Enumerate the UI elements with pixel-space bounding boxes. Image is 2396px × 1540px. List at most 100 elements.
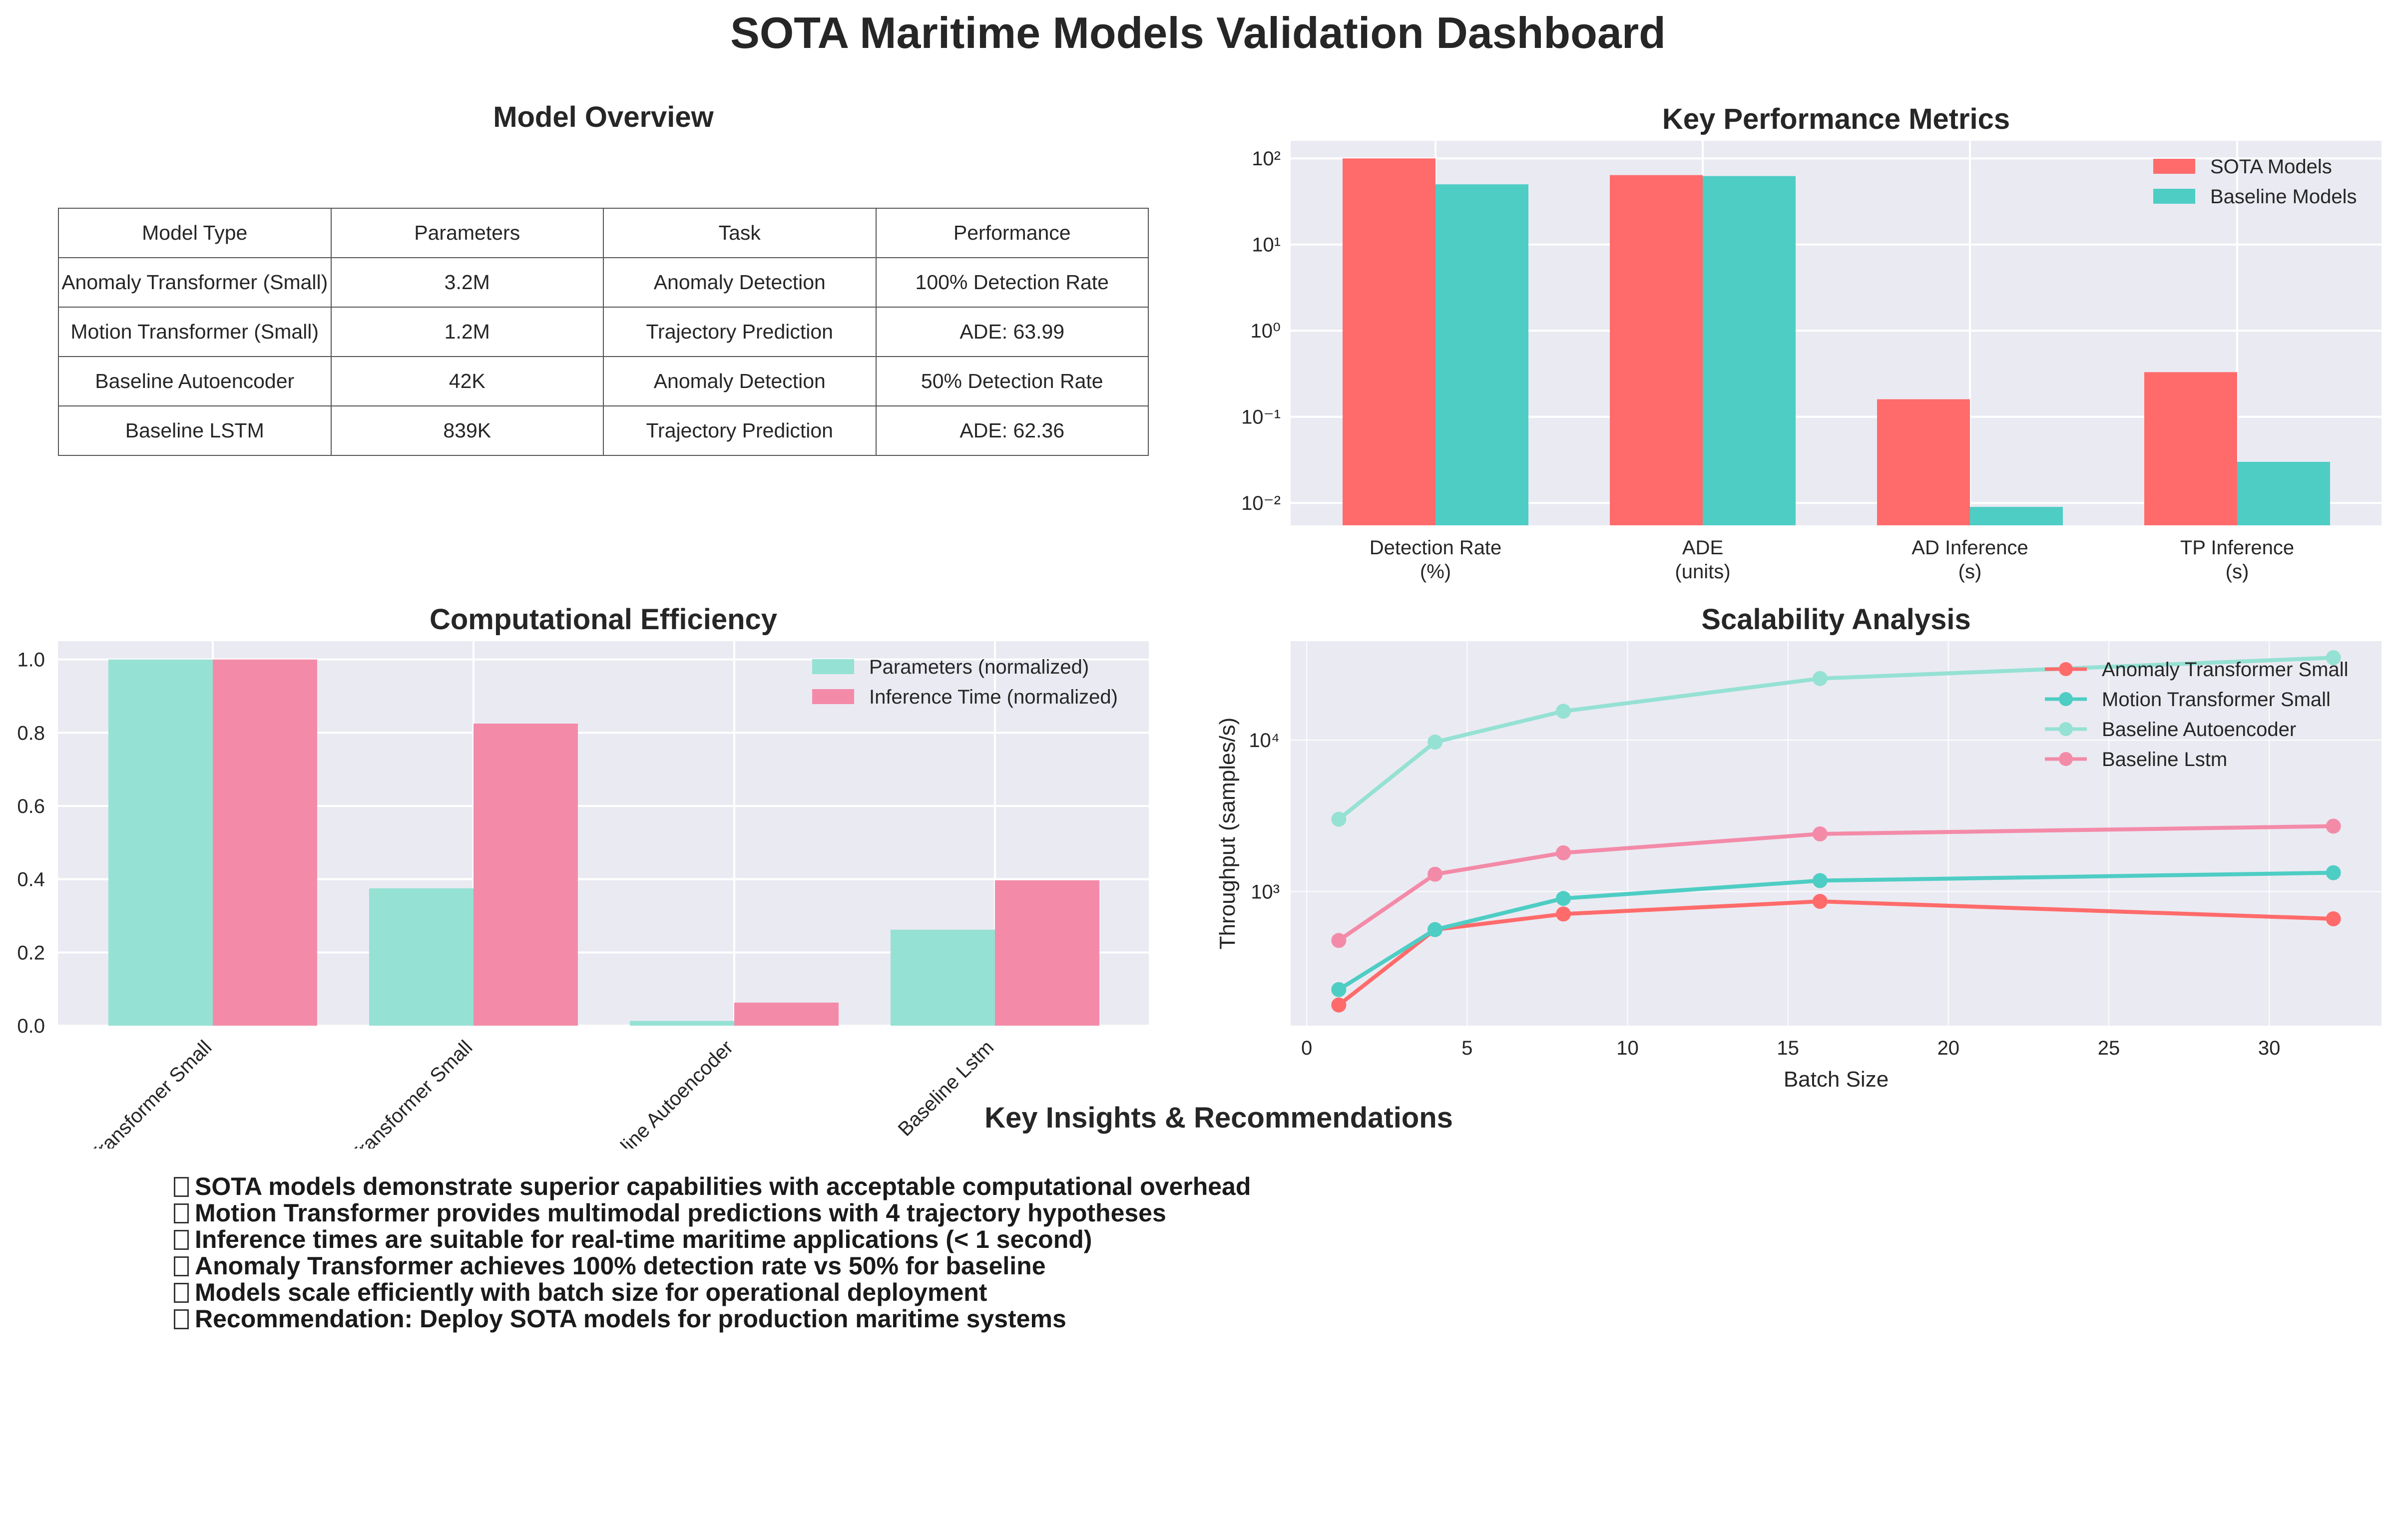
bar [1703, 176, 1796, 525]
table-header-row: Model Type Parameters Task Performance [58, 208, 1149, 258]
legend-swatch [2153, 159, 2195, 174]
x-tick-label: 20 [1937, 1037, 1960, 1059]
table-cell: ADE: 62.36 [875, 405, 1149, 456]
legend-label: Inference Time (normalized) [869, 686, 1118, 708]
x-tick-label: ADE (units) [1675, 537, 1730, 583]
bar [891, 929, 995, 1026]
x-tick-label: 10 [1616, 1037, 1639, 1059]
data-point [1556, 704, 1571, 719]
header-model-type: Model Type [58, 208, 332, 258]
legend-label: Parameters (normalized) [869, 656, 1089, 678]
y-tick-label: 10¹ [1252, 234, 1281, 256]
bar [369, 888, 474, 1026]
data-point [1331, 997, 1347, 1013]
x-tick-label: AD Inference (s) [1912, 537, 2028, 583]
insight-item: Models scale efficiently with batch size… [174, 1279, 1251, 1306]
y-tick-label: 0.8 [17, 722, 45, 744]
bullet-icon [174, 1283, 189, 1303]
y-tick-label: 10⁻² [1241, 492, 1281, 514]
legend: SOTA Models Baseline Models [2153, 156, 2357, 208]
bar [734, 1002, 839, 1026]
data-point [1812, 894, 1828, 909]
table-cell: ADE: 63.99 [875, 307, 1149, 357]
table-cell: 839K [330, 405, 604, 456]
table-cell: 50% Detection Rate [875, 356, 1149, 406]
y-tick-label: 0.6 [17, 795, 45, 817]
x-tick-label: 5 [1461, 1037, 1472, 1059]
bar [213, 659, 317, 1026]
insight-item: SOTA models demonstrate superior capabil… [174, 1173, 1251, 1200]
bar [630, 1021, 734, 1026]
table-cell: Baseline LSTM [58, 405, 332, 456]
legend: Anomaly Transformer Small Motion Transfor… [2045, 659, 2348, 770]
legend-marker [2059, 722, 2073, 736]
bullet-icon [174, 1177, 189, 1197]
bar [2237, 461, 2330, 525]
legend-label: Baseline Lstm [2102, 749, 2227, 770]
series-line [1331, 818, 2341, 948]
insight-item: Anomaly Transformer achieves 100% detect… [174, 1253, 1251, 1279]
y-tick-label: 10⁻¹ [1241, 406, 1281, 428]
x-tick-label: 15 [1777, 1037, 1799, 1059]
bar [1610, 175, 1703, 526]
bar [108, 659, 213, 1026]
data-point [1556, 891, 1571, 906]
y-tick-label: 10² [1252, 148, 1281, 170]
y-tick-label: 1.0 [17, 649, 45, 671]
y-tick-label: 0.2 [17, 942, 45, 964]
bullet-icon [174, 1256, 189, 1276]
table-row: Anomaly Transformer (Small) 3.2M Anomaly… [58, 257, 1149, 308]
bullet-icon [174, 1309, 189, 1329]
legend-marker [2059, 662, 2073, 676]
charts-canvas: Key Performance Metrics 10⁻² 10⁻¹ 10⁰ 10¹ 10²… [17, 103, 2382, 1149]
insight-item: Inference times are suitable for real-ti… [174, 1226, 1251, 1253]
x-tick-label: 0 [1301, 1037, 1312, 1059]
data-point [2326, 911, 2341, 927]
data-point [1331, 982, 1347, 997]
table-cell: Baseline Autoencoder [58, 356, 332, 406]
data-point [1556, 845, 1571, 860]
legend-label: Baseline Autoencoder [2102, 719, 2296, 741]
series-line [1331, 865, 2341, 997]
bar [1877, 399, 1970, 525]
model-overview-table: Model Type Parameters Task Performance A… [58, 208, 1149, 456]
insights-title: Key Insights & Recommendations [984, 1102, 1453, 1134]
insights-list: SOTA models demonstrate superior capabil… [174, 1173, 1251, 1332]
x-tick-label: TP Inference (s) [2180, 537, 2294, 583]
data-point [1331, 811, 1347, 827]
legend-swatch [812, 689, 854, 704]
computational-efficiency-title: Computational Efficiency [430, 603, 777, 636]
legend-label: SOTA Models [2210, 156, 2332, 178]
legend-label: Baseline Models [2210, 186, 2357, 208]
table-row: Baseline Autoencoder 42K Anomaly Detecti… [58, 356, 1149, 406]
data-point [1556, 906, 1571, 922]
data-point [1428, 922, 1443, 937]
y-tick-label: 10⁰ [1250, 320, 1281, 342]
insight-item: Recommendation: Deploy SOTA models for p… [174, 1306, 1251, 1332]
data-point [2326, 818, 2341, 834]
table-cell: Anomaly Transformer (Small) [58, 257, 332, 308]
table-cell: 100% Detection Rate [875, 257, 1149, 308]
header-performance: Performance [875, 208, 1149, 258]
y-tick-label: 10³ [1251, 881, 1280, 903]
insight-item: Motion Transformer provides multimodal p… [174, 1200, 1251, 1226]
y-tick-label: 0.0 [17, 1015, 45, 1037]
data-point [2326, 865, 2341, 880]
legend-swatch [2153, 189, 2195, 204]
header-parameters: Parameters [330, 208, 604, 258]
table-cell: 42K [330, 356, 604, 406]
legend-marker [2059, 752, 2073, 766]
bar [2144, 372, 2237, 525]
table-cell: Trajectory Prediction [603, 307, 877, 357]
table-cell: Anomaly Detection [603, 356, 877, 406]
legend-swatch [812, 659, 854, 674]
legend-label: Motion Transformer Small [2102, 689, 2331, 711]
table-row: Baseline LSTM 839K Trajectory Prediction… [58, 405, 1149, 456]
x-tick-label: 30 [2258, 1037, 2281, 1059]
table-row: Motion Transformer (Small) 1.2M Trajecto… [58, 307, 1149, 357]
model-overview-title: Model Overview [493, 101, 714, 133]
data-point [2326, 650, 2341, 666]
bar [1343, 158, 1436, 525]
legend-marker [2059, 692, 2073, 706]
dashboard-title: SOTA Maritime Models Validation Dashboar… [730, 8, 1666, 57]
